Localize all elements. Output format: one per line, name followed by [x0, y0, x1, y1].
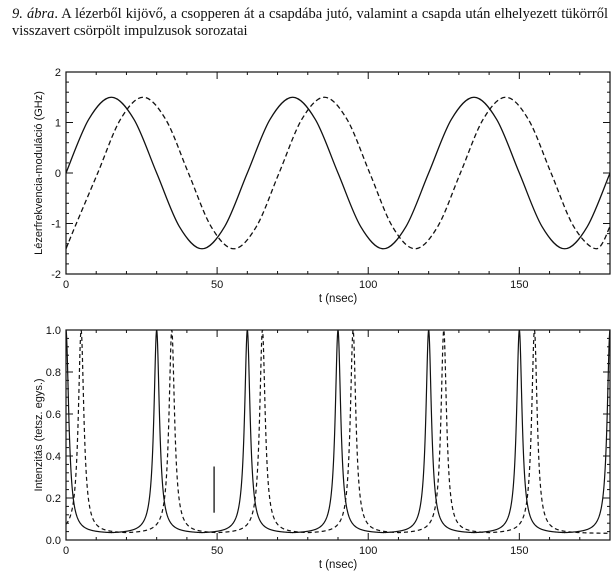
y-tick-label: 1 — [55, 118, 61, 130]
series-line-2 — [66, 96, 610, 250]
series-group — [66, 330, 610, 534]
y-tick-label: 0.0 — [46, 535, 61, 547]
chart-2: 0 50 100 150 0.0 0.2 0.4 0.6 0.8 1.0 t (nsec) Inten… — [33, 325, 611, 571]
x-tick-label: 0 — [63, 545, 69, 557]
y-axis-label: Intenzitás (tetsz. egys.) — [33, 378, 45, 491]
y-tick-label: 1.0 — [46, 325, 61, 337]
x-tick-label: 50 — [211, 545, 223, 557]
x-axis-label: t (nsec) — [319, 293, 358, 305]
y-tick-label: 0.8 — [46, 367, 61, 379]
y-tick-label: 0.2 — [46, 493, 61, 505]
series-line-1 — [66, 96, 610, 250]
y-tick-label: 0.6 — [46, 409, 61, 421]
x-tick-label: 150 — [510, 279, 528, 291]
x-tick-label: 50 — [211, 279, 223, 291]
y-tick-label: 2 — [55, 67, 61, 79]
y-axis-label: Lézerfrekvencia-moduláció (GHz) — [33, 91, 45, 255]
figure-caption: 9. ábra. A lézerből kijövő, a csopperen … — [12, 6, 608, 40]
chart-1: 0 50 100 150 -2 -1 0 1 2 t (nsec) Lézerfrekvencia-… — [33, 67, 611, 305]
y-tick-label: -1 — [51, 219, 61, 231]
x-tick-label: 0 — [63, 279, 69, 291]
series-line-1 — [66, 330, 610, 534]
x-tick-label: 100 — [359, 545, 377, 557]
y-tick-label: 0.4 — [46, 451, 61, 463]
figure-label: 9. ábra — [12, 6, 55, 22]
y-tick-label: 0 — [55, 168, 61, 180]
x-axis-label: t (nsec) — [319, 559, 358, 571]
x-tick-label: 100 — [359, 279, 377, 291]
y-tick-label: -2 — [51, 269, 61, 281]
caption-text: . A lézerből kijövő, a csopperen át a cs… — [12, 6, 608, 39]
series-line-2 — [66, 330, 610, 534]
x-tick-label: 150 — [510, 545, 528, 557]
series-group — [66, 96, 610, 250]
